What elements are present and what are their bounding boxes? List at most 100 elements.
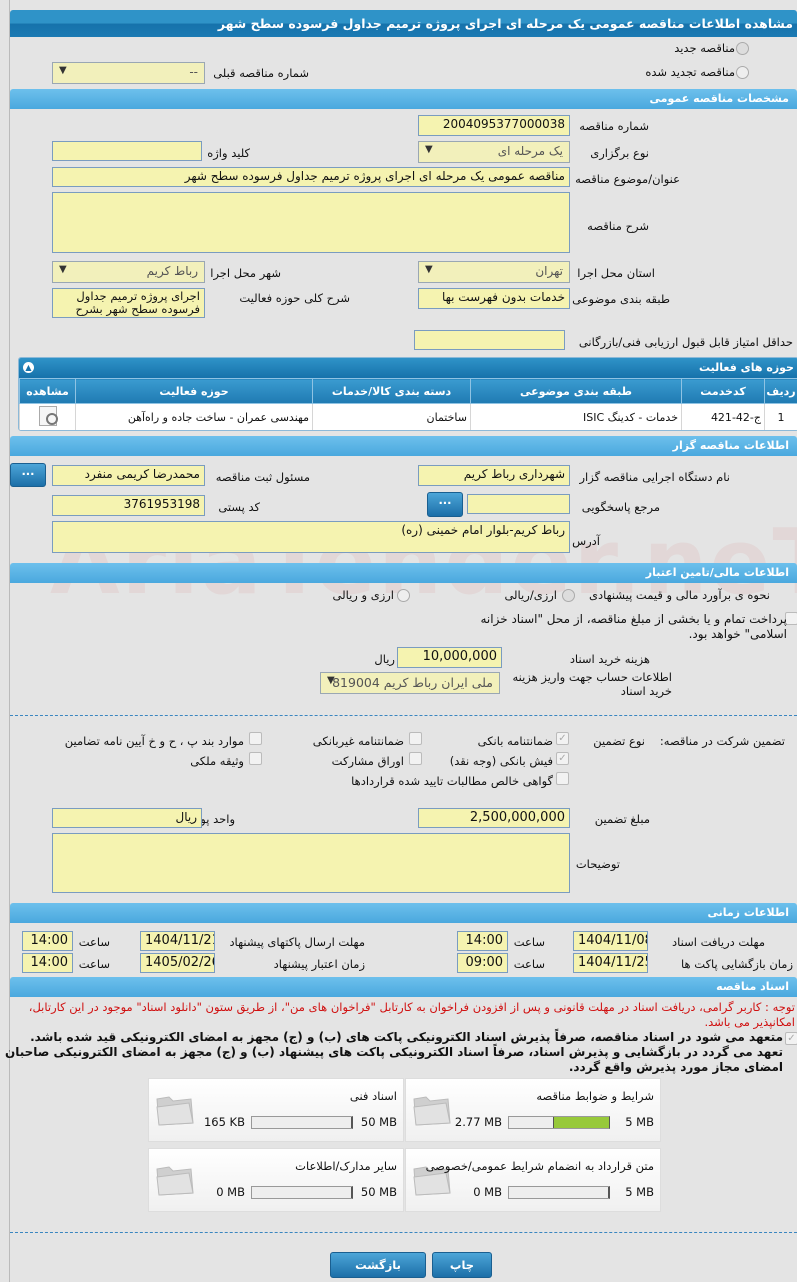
- guarantee-option-checkbox[interactable]: [409, 732, 422, 745]
- radio-estimate-rial[interactable]: [562, 589, 575, 602]
- section-organizer: اطلاعات مناقصه گزار: [10, 436, 797, 456]
- tender-number-field[interactable]: 2004095377000038: [418, 115, 570, 136]
- account-label: اطلاعات حساب جهت واریز هزینه خرید اسناد: [512, 670, 672, 698]
- doc-fee-unit: ریال: [374, 652, 395, 666]
- doc-fee-field[interactable]: 10,000,000: [397, 647, 502, 668]
- city-select[interactable]: رباط کریم ▼: [52, 261, 205, 283]
- col-group: دسته بندی کالا/خدمات: [312, 378, 471, 404]
- print-button[interactable]: چاپ: [432, 1252, 492, 1278]
- guarantee-option-checkbox[interactable]: [409, 752, 422, 765]
- category-label: طبقه بندی موضوعی: [572, 292, 670, 306]
- ref-more-button[interactable]: ...: [427, 492, 463, 517]
- account-select[interactable]: ملی ایران رباط کریم 819004 ▼: [320, 672, 500, 694]
- commitment-text: متعهد می شود در اسناد مناقصه، صرفاً پذیر…: [4, 1030, 783, 1074]
- radio-estimate-both[interactable]: [397, 589, 410, 602]
- guarantee-label: تضمین شرکت در مناقصه:: [659, 734, 785, 748]
- min-score-field[interactable]: [414, 330, 565, 350]
- collapse-icon[interactable]: ▲: [23, 362, 34, 373]
- time-label: ساعت: [78, 935, 110, 949]
- cell-group: ساختمان: [312, 403, 471, 430]
- opening-time[interactable]: 09:00: [457, 953, 508, 973]
- document-panel[interactable]: اسناد فنی 50 MB 165 KB: [148, 1078, 404, 1142]
- doc-receive-date[interactable]: 1404/11/08: [573, 931, 648, 951]
- divider: [10, 715, 797, 716]
- holding-type-value: یک مرحله ای: [497, 144, 563, 158]
- category-field[interactable]: خدمات بدون فهرست بها: [418, 288, 570, 309]
- divider: [10, 1232, 797, 1233]
- doc-receive-time[interactable]: 14:00: [457, 931, 508, 951]
- left-border: [9, 0, 10, 1282]
- description-label: شرح مناقصه: [587, 219, 649, 233]
- documents-notice: توجه : کاربر گرامی، دریافت اسناد در مهلت…: [28, 1000, 795, 1029]
- document-max-size: 50 MB: [360, 1185, 397, 1199]
- time-label: ساعت: [78, 957, 110, 971]
- guarantee-option-checkbox[interactable]: ✓: [556, 752, 569, 765]
- document-panel[interactable]: سایر مدارک/اطلاعات 50 MB 0 MB: [148, 1148, 404, 1212]
- col-code: کدخدمت: [681, 378, 765, 404]
- guarantee-option-checkbox[interactable]: [249, 752, 262, 765]
- folder-icon: [413, 1166, 451, 1196]
- guarantee-option-checkbox[interactable]: ✓: [556, 732, 569, 745]
- radio-new-tender[interactable]: [736, 42, 749, 55]
- doc-fee-label: هزینه خرید اسناد: [569, 652, 650, 666]
- document-title: سایر مدارک/اطلاعات: [295, 1159, 397, 1173]
- address-textarea[interactable]: رباط کریم-بلوار امام خمینی (ره): [52, 521, 570, 553]
- province-select[interactable]: تهران ▼: [418, 261, 570, 283]
- folder-icon: [413, 1096, 451, 1126]
- activities-header: حوزه های فعالیت: [699, 361, 794, 374]
- cell-category: خدمات - کدینگ ISIC: [470, 403, 682, 430]
- table-row: 1 ج-42-421 خدمات - کدینگ ISIC ساختمان مهندسی…: [19, 403, 797, 430]
- document-usage-fill: [552, 1117, 609, 1128]
- description-textarea[interactable]: [52, 192, 570, 253]
- opening-date[interactable]: 1404/11/25: [573, 953, 648, 973]
- ref-field[interactable]: [467, 494, 570, 514]
- document-usage-fill: [351, 1187, 352, 1198]
- currency-field[interactable]: ریال: [52, 808, 202, 828]
- opening-label: زمان بازگشایی پاکت ها: [681, 957, 793, 971]
- radio-renewed-tender[interactable]: [736, 66, 749, 79]
- document-panel[interactable]: شرایط و ضوابط مناقصه 5 MB 2.77 MB: [405, 1078, 661, 1142]
- view-document-icon[interactable]: [38, 406, 58, 426]
- prev-number-select[interactable]: -- ▼: [52, 62, 205, 84]
- postal-field[interactable]: 3761953198: [52, 495, 205, 516]
- org-label: نام دستگاه اجرایی مناقصه گزار: [579, 470, 730, 484]
- guarantee-option-label: ضمانتنامه بانکی: [477, 734, 553, 748]
- province-value: تهران: [535, 264, 563, 278]
- radio-estimate-rial-label: ارزی/ریالی: [504, 588, 557, 602]
- treasury-checkbox[interactable]: [785, 612, 797, 625]
- guarantee-option-checkbox[interactable]: [556, 772, 569, 785]
- document-used-size: 165 KB: [203, 1115, 245, 1129]
- holding-type-select[interactable]: یک مرحله ای ▼: [418, 141, 570, 163]
- org-field[interactable]: شهرداری رباط کریم: [418, 465, 570, 486]
- tender-number-label: شماره مناقصه: [579, 119, 649, 133]
- activities-table: ردیف کدخدمت طبقه بندی موضوعی دسته بندی کالا…: [19, 378, 797, 430]
- validity-time[interactable]: 14:00: [22, 953, 73, 973]
- document-usage-bar: [508, 1116, 610, 1129]
- submit-date[interactable]: 1404/11/21: [140, 931, 215, 951]
- officer-field[interactable]: محمدرضا کریمی منفرد: [52, 465, 205, 486]
- notes-textarea[interactable]: [52, 833, 570, 893]
- guarantee-type-label: نوع تضمین: [593, 734, 645, 748]
- keyword-field[interactable]: [52, 141, 202, 161]
- guarantee-amount-field[interactable]: 2,500,000,000: [418, 808, 570, 828]
- guarantee-option-label: اوراق مشارکت: [331, 754, 404, 768]
- document-max-size: 5 MB: [625, 1185, 654, 1199]
- address-label: آدرس: [572, 534, 600, 548]
- submit-time[interactable]: 14:00: [22, 931, 73, 951]
- folder-icon: [156, 1096, 194, 1126]
- document-panel[interactable]: متن قرارداد به انضمام شرایط عمومی/خصوصی …: [405, 1148, 661, 1212]
- subject-field[interactable]: مناقصه عمومی یک مرحله ای اجرای پروژه ترم…: [52, 167, 570, 187]
- radio-estimate-both-label: ارزی و ریالی: [332, 588, 394, 602]
- validity-date[interactable]: 1405/02/26: [140, 953, 215, 973]
- subject-label: عنوان/موضوع مناقصه: [575, 172, 680, 186]
- activities-panel: حوزه های فعالیت ▲ ردیف کدخدمت طبقه بندی مو…: [18, 357, 797, 431]
- officer-more-button[interactable]: ...: [10, 463, 46, 487]
- prev-number-value: --: [189, 65, 198, 79]
- commitment-checkbox[interactable]: ✓: [785, 1032, 797, 1045]
- document-used-size: 0 MB: [216, 1185, 245, 1199]
- guarantee-option-label: ضمانتنامه غیربانکی: [312, 734, 404, 748]
- back-button[interactable]: بازگشت: [330, 1252, 426, 1278]
- scope-textarea[interactable]: اجرای پروژه ترمیم جداول فرسوده سطح شهر ب…: [52, 288, 205, 318]
- city-label: شهر محل اجرا: [210, 266, 281, 280]
- guarantee-option-checkbox[interactable]: [249, 732, 262, 745]
